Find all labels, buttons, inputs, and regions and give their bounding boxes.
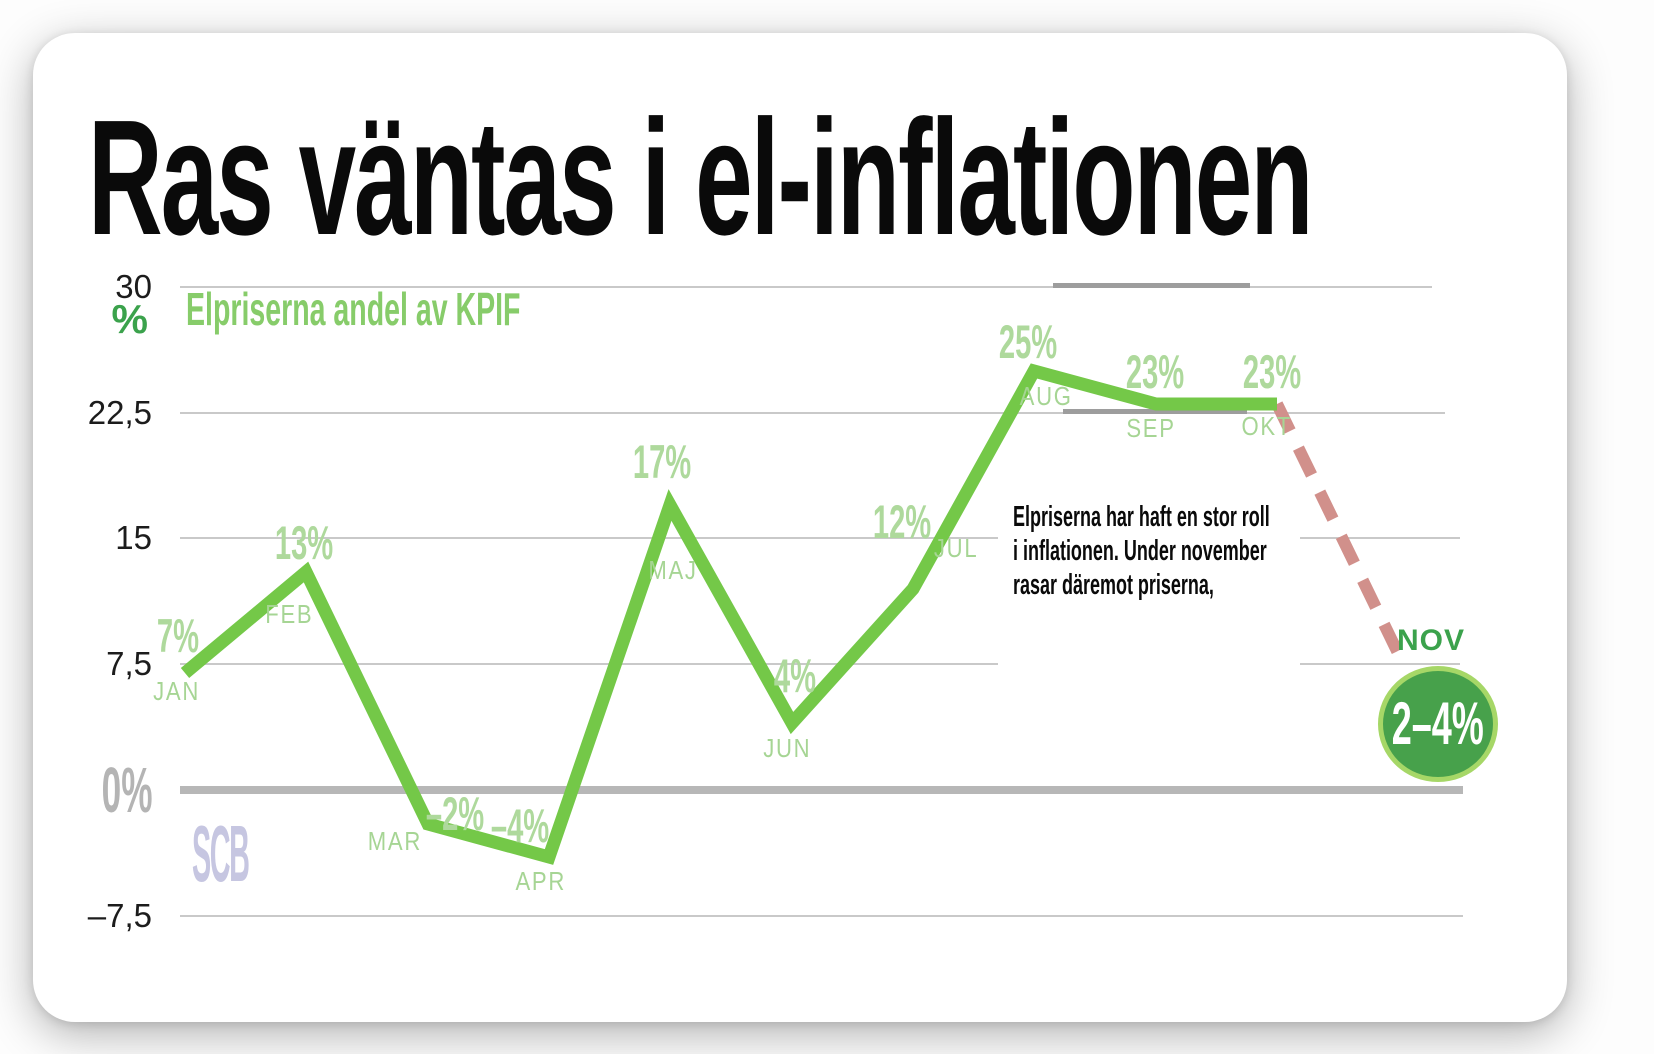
headline: Ras väntas i el-inflationen <box>88 86 1313 269</box>
y-axis-tick: –7,5 <box>87 896 152 934</box>
gridline-segment <box>1063 409 1247 414</box>
annotation-text: Elpriserna har haft en stor roll i infla… <box>1013 500 1270 602</box>
month-label: MAR <box>367 826 423 856</box>
month-label: APR <box>515 866 567 896</box>
forecast-dashed-line <box>1271 401 1405 658</box>
month-label: AUG <box>1019 381 1073 411</box>
gridline <box>180 914 1463 917</box>
chart-subtitle: Elpriserna andel av KPIF <box>186 283 521 335</box>
y-axis-tick: 15 <box>115 519 152 557</box>
month-label: SEP <box>1126 413 1176 443</box>
forecast-month-label: NOV <box>1396 624 1465 657</box>
month-label: JUN <box>762 733 812 763</box>
gridline <box>1300 537 1460 540</box>
y-axis-tick: 22,5 <box>87 393 152 431</box>
y-axis-tick: 30 <box>115 267 152 305</box>
y-axis-unit-label: % <box>111 296 148 342</box>
gridline <box>180 285 1432 288</box>
month-label: JAN <box>153 676 201 706</box>
month-label: OKT <box>1241 411 1293 441</box>
data-point-label: 23% <box>1242 345 1302 398</box>
scb-logo: SCB <box>192 809 250 898</box>
gridline <box>180 411 1445 414</box>
chart-card <box>33 33 1567 1022</box>
gridline <box>180 537 998 540</box>
data-point-label: 25% <box>998 315 1058 368</box>
month-label: FEB <box>264 599 314 629</box>
data-point-label: 13% <box>274 516 334 569</box>
annotation-line: rasar däremot priserna, <box>1013 569 1214 601</box>
annotation-line: Elpriserna har haft en stor roll <box>1013 501 1270 533</box>
data-point-label: –4% <box>490 799 550 852</box>
data-point-label: 4% <box>773 649 817 702</box>
gridline-segment <box>1053 283 1250 288</box>
kpif-share-line <box>180 363 1277 865</box>
zero-baseline <box>180 786 1463 794</box>
gridline <box>1300 663 1460 666</box>
y-axis-tick: 0% <box>101 754 152 826</box>
data-point-label: 12% <box>872 495 932 548</box>
annotation-line: i inflationen. Under november <box>1013 535 1267 567</box>
data-point-label: –2% <box>425 787 485 840</box>
data-point-label: 17% <box>632 435 692 488</box>
forecast-value-label: 2–4% <box>1391 690 1485 757</box>
y-axis-tick: 7,5 <box>106 645 152 683</box>
data-point-label: 23% <box>1125 345 1185 398</box>
forecast-value-badge: 2–4% <box>1378 666 1498 782</box>
month-label: JUL <box>933 533 979 563</box>
month-label: MAJ <box>648 555 698 585</box>
data-point-label: 7% <box>156 609 200 662</box>
gridline <box>180 663 998 666</box>
